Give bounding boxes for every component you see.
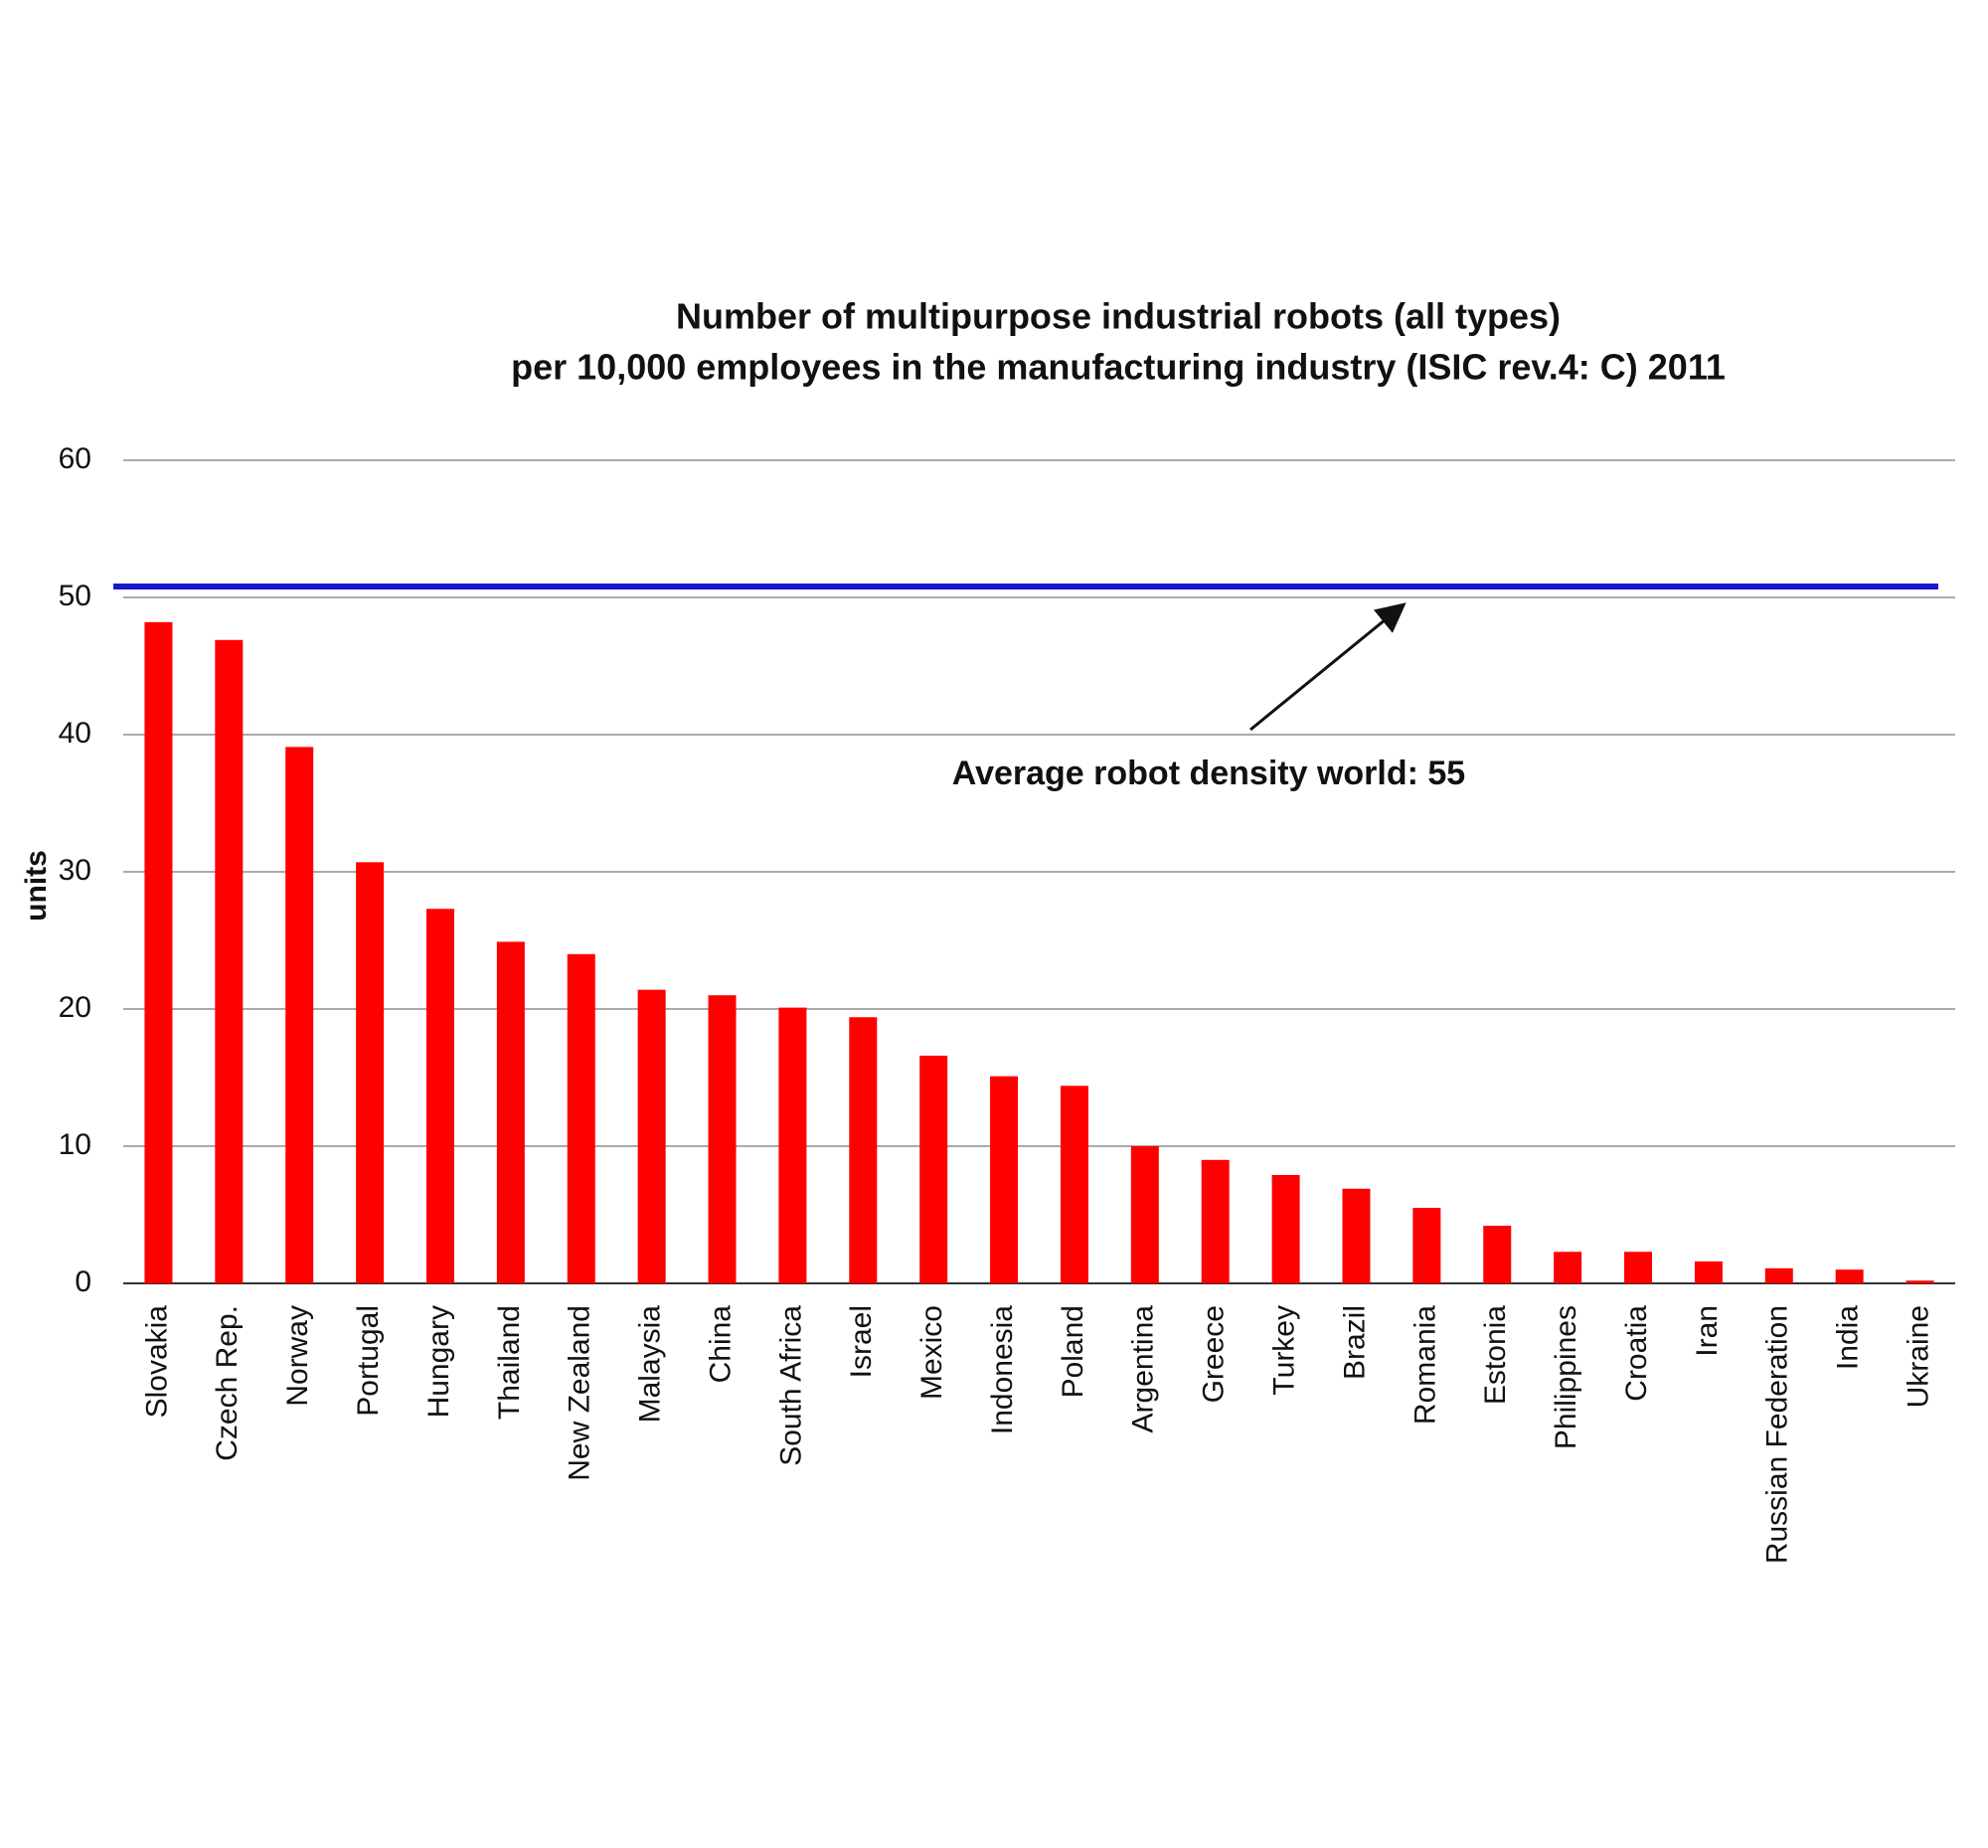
x-tick-label: Turkey [1268,1305,1301,1396]
x-tick-label: Norway [281,1305,314,1407]
x-tick-label: Iran [1691,1305,1724,1357]
bar [1271,1174,1300,1283]
x-tick-label: Ukraine [1902,1305,1934,1408]
x-tick-label: Poland [1057,1305,1089,1398]
x-tick-label: Portugal [352,1305,385,1417]
y-tick-label: 50 [59,580,91,612]
y-tick-label: 20 [59,991,91,1024]
bar [144,621,173,1283]
x-tick-label: Thailand [493,1305,526,1420]
x-tick-label: Czech Rep. [211,1305,244,1461]
x-tick-label: China [704,1305,737,1384]
x-tick-label: Slovakia [140,1305,173,1419]
x-tick-label: Greece [1198,1305,1231,1403]
bar [1130,1146,1159,1283]
x-tick-label: Philippines [1550,1305,1582,1449]
bar [1694,1260,1723,1283]
x-tick-label: South Africa [774,1305,807,1466]
bar [1764,1267,1793,1283]
y-tick-label: 30 [59,854,91,887]
x-tick-label: Romania [1408,1305,1441,1425]
chart-title: per 10,000 employees in the manufacturin… [511,347,1726,388]
annotation: Average robot density world: 55 [952,755,1465,792]
bar [1060,1086,1088,1283]
bar [1201,1159,1230,1283]
x-tick-label: Russian Federation [1761,1305,1794,1564]
bar [1412,1208,1441,1283]
bar [356,862,385,1283]
bar [285,747,314,1283]
bar [1342,1188,1371,1283]
y-tick-label: 10 [59,1128,91,1161]
bar [1905,1280,1934,1283]
x-tick-label: Israel [845,1305,878,1378]
x-tick-label: Hungary [422,1305,455,1418]
x-tick-label: Estonia [1479,1305,1512,1405]
bar [778,1007,807,1283]
bar [215,639,244,1283]
bar [1624,1252,1653,1283]
x-tick-label: Argentina [1127,1305,1160,1433]
x-tick-label: Mexico [915,1305,948,1400]
bar [708,995,737,1283]
bar [637,989,666,1283]
bar [849,1017,878,1283]
bar [919,1055,948,1283]
x-tick-label: Malaysia [634,1305,667,1424]
bar [1835,1269,1864,1283]
x-tick-label: India [1832,1305,1865,1370]
y-axis-label: units [20,850,53,922]
bar [567,953,595,1283]
bar [496,941,525,1283]
bar [990,1076,1019,1283]
bar [1554,1252,1582,1283]
y-tick-label: 40 [59,717,91,750]
bar [425,909,454,1283]
chart-title: Number of multipurpose industrial robots… [676,296,1561,337]
x-tick-label: New Zealand [564,1305,596,1481]
x-tick-label: Brazil [1338,1305,1371,1380]
y-tick-label: 0 [75,1265,91,1298]
x-tick-label: Indonesia [986,1305,1019,1434]
bar [1483,1226,1512,1283]
y-tick-label: 60 [59,442,91,475]
x-tick-label: Croatia [1620,1305,1653,1402]
annotation-arrow [1249,602,1407,732]
